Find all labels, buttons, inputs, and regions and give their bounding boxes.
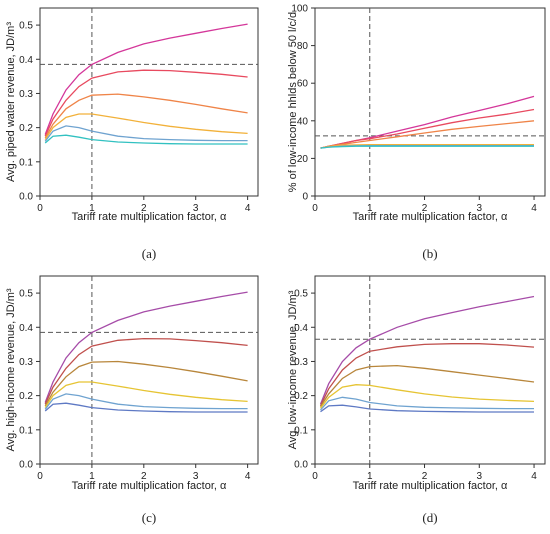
x-tick-label: 4 <box>531 471 537 482</box>
x-tick-label: 2 <box>422 203 428 214</box>
series-line-3 <box>44 360 248 407</box>
y-tick-label: 0.4 <box>19 55 33 66</box>
x-tick-label: 2 <box>422 471 428 482</box>
x-tick-label: 2 <box>141 471 147 482</box>
y-tick-label: 0.0 <box>294 460 308 471</box>
y-tick-label: 40 <box>297 116 309 127</box>
panel-label: (c) <box>142 510 156 525</box>
x-axis-label: Tariff rate multiplication factor, α <box>353 480 508 492</box>
series-line-3 <box>44 93 248 139</box>
y-tick-label: 0.5 <box>19 21 33 32</box>
x-tick-label: 4 <box>245 203 251 214</box>
y-tick-label: 0.0 <box>19 460 33 471</box>
y-tick-label: 0.1 <box>19 425 33 436</box>
x-tick-label: 0 <box>37 203 43 214</box>
y-tick-label: 20 <box>297 154 309 165</box>
y-tick-label: 0.4 <box>294 323 308 334</box>
series-line-1 <box>44 23 248 135</box>
y-tick-label: 0.1 <box>294 425 308 436</box>
y-tick-label: 0.4 <box>19 323 33 334</box>
x-tick-label: 1 <box>89 203 95 214</box>
series-line-2 <box>319 343 535 407</box>
plot-frame <box>39 275 259 465</box>
series-line-6 <box>44 402 248 413</box>
panel-label: (d) <box>422 510 437 525</box>
x-tick-label: 1 <box>367 471 373 482</box>
panel-label: (b) <box>422 246 437 261</box>
x-tick-label: 0 <box>312 203 318 214</box>
plot-frame <box>314 7 546 197</box>
series-line-4 <box>44 381 248 408</box>
x-tick-label: 3 <box>193 203 199 214</box>
x-tick-label: 0 <box>312 471 318 482</box>
series-line-1 <box>44 291 248 403</box>
x-tick-label: 3 <box>477 471 483 482</box>
y-tick-label: 0.0 <box>19 192 33 203</box>
y-tick-label: 80 <box>297 41 309 52</box>
y-tick-label: 0.2 <box>294 391 308 402</box>
series-line-3 <box>320 120 535 149</box>
series-line-6 <box>320 404 534 413</box>
plot-frame <box>39 7 259 197</box>
chart-panel-4: 0.0 0.1 0.2 0.3 0.4 0.5 0 1 2 3 4 Tariff rate multi… <box>287 275 546 525</box>
y-tick-label: 100 <box>291 4 308 15</box>
series-line-1 <box>320 95 535 149</box>
y-tick-label: 0.1 <box>19 157 33 168</box>
y-tick-label: 0.2 <box>19 123 33 134</box>
y-axis-label: Avg. piped water revenue, JD/m³ <box>5 22 17 182</box>
y-tick-label: 60 <box>297 79 309 90</box>
y-tick-label: 0.2 <box>19 391 33 402</box>
series-line-6 <box>320 145 534 149</box>
x-axis-label: Tariff rate multiplication factor, α <box>72 480 227 492</box>
series-line-2 <box>44 69 248 137</box>
series-line-1 <box>319 295 535 405</box>
series-line-2 <box>44 337 248 405</box>
series-line-4 <box>319 384 535 409</box>
chart-panel-2: 0 20 40 60 80 100 0 1 2 3 4 Tariff rate multiplicat… <box>287 4 546 261</box>
panel-label: (a) <box>142 246 156 261</box>
chart-panel-3: 0.0 0.1 0.2 0.3 0.4 0.5 0 1 2 3 4 Tariff rate multi… <box>5 275 259 525</box>
x-tick-label: 2 <box>141 203 147 214</box>
y-tick-label: 0 <box>302 192 308 203</box>
x-tick-label: 1 <box>367 203 373 214</box>
series-line-5 <box>44 125 248 142</box>
x-axis-label: Tariff rate multiplication factor, α <box>353 211 508 223</box>
y-axis-label: Avg. low-income revenue, JD/m³ <box>287 290 299 449</box>
series-line-6 <box>44 134 248 145</box>
series-line-4 <box>320 144 534 149</box>
y-tick-label: 0.3 <box>294 357 308 368</box>
x-axis-label: Tariff rate multiplication factor, α <box>72 211 227 223</box>
y-tick-label: 0.3 <box>19 357 33 368</box>
series-line-5 <box>44 393 248 410</box>
y-tick-label: 0.3 <box>19 89 33 100</box>
x-tick-label: 4 <box>245 471 251 482</box>
plot-frame <box>314 275 546 465</box>
series-line-4 <box>44 113 248 140</box>
x-tick-label: 4 <box>531 203 537 214</box>
y-axis-label: % of low-income hhlds below 50 l/c/d <box>287 12 299 192</box>
series-line-5 <box>320 396 534 411</box>
x-tick-label: 3 <box>477 203 483 214</box>
series-line-3 <box>319 364 535 407</box>
x-tick-label: 0 <box>37 471 43 482</box>
x-tick-label: 1 <box>89 471 95 482</box>
y-tick-label: 0.5 <box>294 289 308 300</box>
x-tick-label: 3 <box>193 471 199 482</box>
y-tick-label: 0.5 <box>19 289 33 300</box>
y-axis-label: Avg. high-income revenue, JD/m³ <box>5 288 17 451</box>
chart-panel-1: 0.0 0.1 0.2 0.3 0.4 0.5 0 1 2 3 4 Tariff rate multi… <box>5 7 259 261</box>
